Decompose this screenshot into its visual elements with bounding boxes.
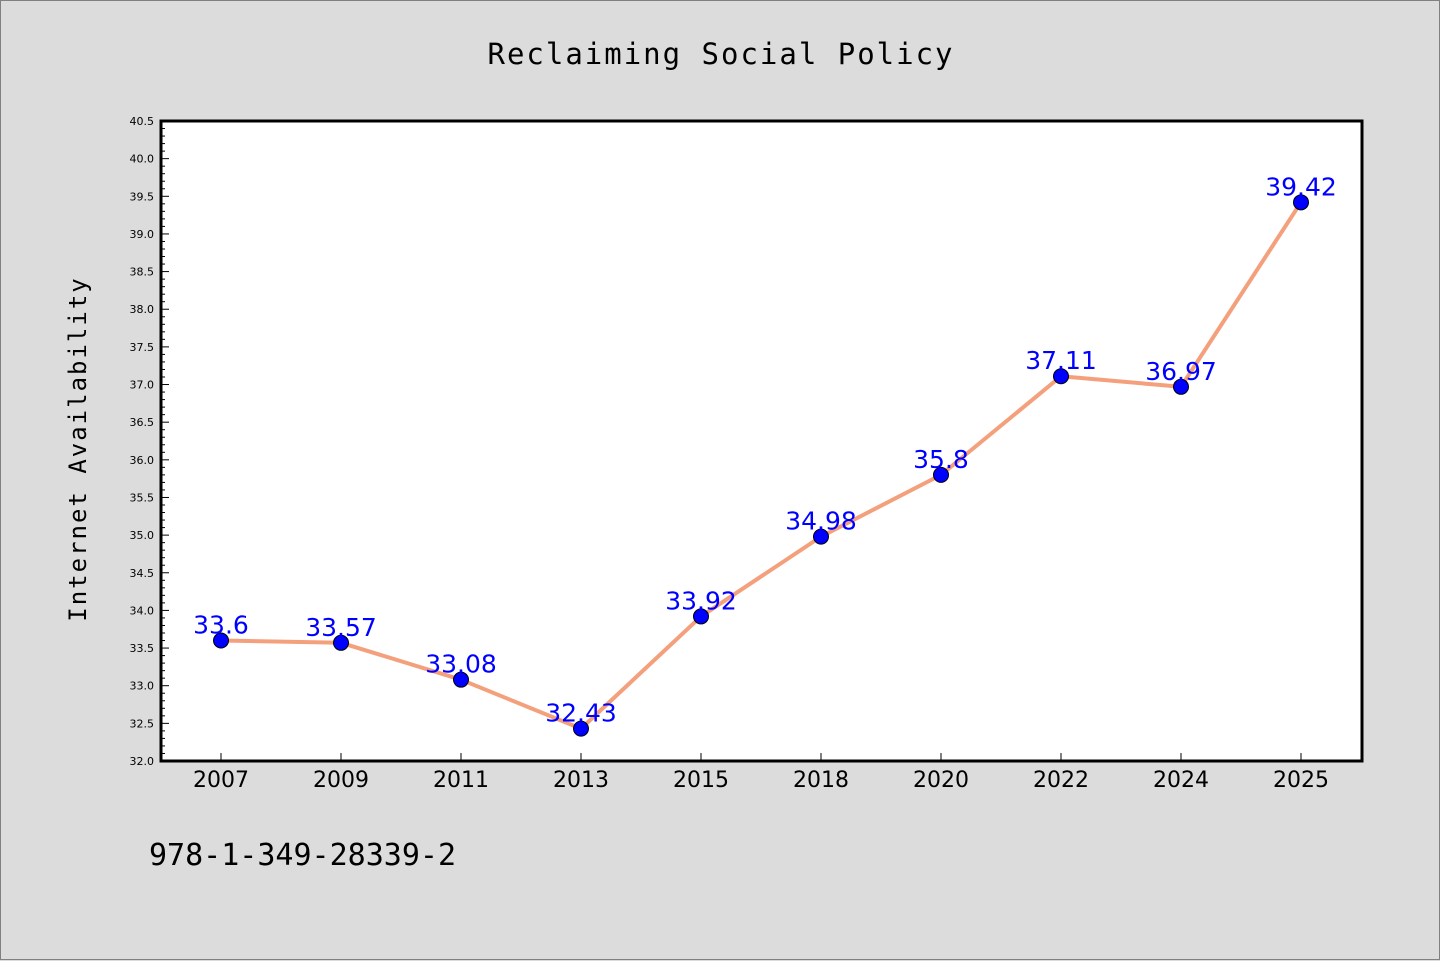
- data-label: 36.97: [1145, 357, 1217, 386]
- y-tick-label: 37.0: [130, 379, 155, 392]
- series-markers: [213, 194, 1309, 737]
- isbn-text: 978-1-349-28339-2: [149, 838, 456, 873]
- data-label: 32.43: [545, 699, 617, 728]
- x-tick-label: 2025: [1273, 768, 1329, 793]
- y-axis: 32.0 32.5 33.0 33.5 34.0 34.5 35.0 35.5 36.0 36.5…: [130, 115, 169, 768]
- y-tick-label: 39.0: [130, 228, 155, 241]
- y-tick-label: 34.5: [130, 567, 155, 580]
- data-point: [1053, 368, 1069, 385]
- y-tick-label: 37.5: [130, 341, 155, 354]
- y-tick-label: 35.0: [130, 529, 155, 542]
- y-tick-label: 40.5: [130, 115, 155, 128]
- y-tick-label: 34.0: [130, 604, 155, 617]
- y-tick-label: 32.0: [130, 755, 155, 768]
- data-point: [693, 608, 709, 625]
- x-tick-label: 2024: [1153, 768, 1209, 793]
- y-tick-label: 33.5: [130, 642, 155, 655]
- y-tick-label: 39.5: [130, 190, 155, 203]
- series-line: [220, 201, 1303, 731]
- data-label: 35.8: [913, 445, 969, 474]
- data-point: [573, 720, 589, 737]
- data-point: [333, 634, 349, 651]
- data-label: 39.42: [1265, 172, 1337, 201]
- data-labels: 33.6 33.57 33.08 32.43 33.92 34.98 35.8 37.11 36…: [193, 172, 1337, 727]
- data-label: 33.08: [425, 650, 497, 679]
- x-tick-label: 2013: [553, 768, 609, 793]
- data-label: 33.92: [665, 586, 737, 615]
- x-tick-label: 2011: [433, 768, 489, 793]
- y-axis-label: Internet Availability: [64, 276, 92, 621]
- data-point: [213, 632, 229, 649]
- y-tick-label: 36.0: [130, 454, 155, 467]
- y-tick-label: 33.0: [130, 680, 155, 693]
- data-point: [813, 528, 829, 545]
- y-tick-label: 38.5: [130, 266, 155, 279]
- y-tick-label: 38.0: [130, 303, 155, 316]
- data-label: 34.98: [785, 507, 857, 536]
- x-axis: 2007 2009 2011 2013 2015 2018 2020 2022 2024 2025: [193, 753, 1329, 793]
- data-point: [453, 671, 469, 688]
- y-tick-label: 36.5: [130, 416, 155, 429]
- y-tick-label: 35.5: [130, 491, 155, 504]
- y-tick-label: 40.0: [130, 153, 155, 166]
- x-tick-label: 2009: [313, 768, 369, 793]
- data-point: [1293, 194, 1309, 211]
- x-tick-label: 2020: [913, 768, 969, 793]
- plot-area: [159, 119, 1364, 763]
- data-label: 33.6: [193, 611, 249, 640]
- data-label: 37.11: [1025, 346, 1097, 375]
- data-label: 33.57: [305, 613, 377, 642]
- x-tick-label: 2022: [1033, 768, 1089, 793]
- x-tick-label: 2018: [793, 768, 849, 793]
- data-point: [933, 466, 949, 483]
- y-tick-label: 32.5: [130, 717, 155, 730]
- x-tick-label: 2015: [673, 768, 729, 793]
- chart-title: Reclaiming Social Policy: [487, 37, 954, 71]
- x-tick-label: 2007: [193, 768, 249, 793]
- data-point: [1173, 378, 1189, 395]
